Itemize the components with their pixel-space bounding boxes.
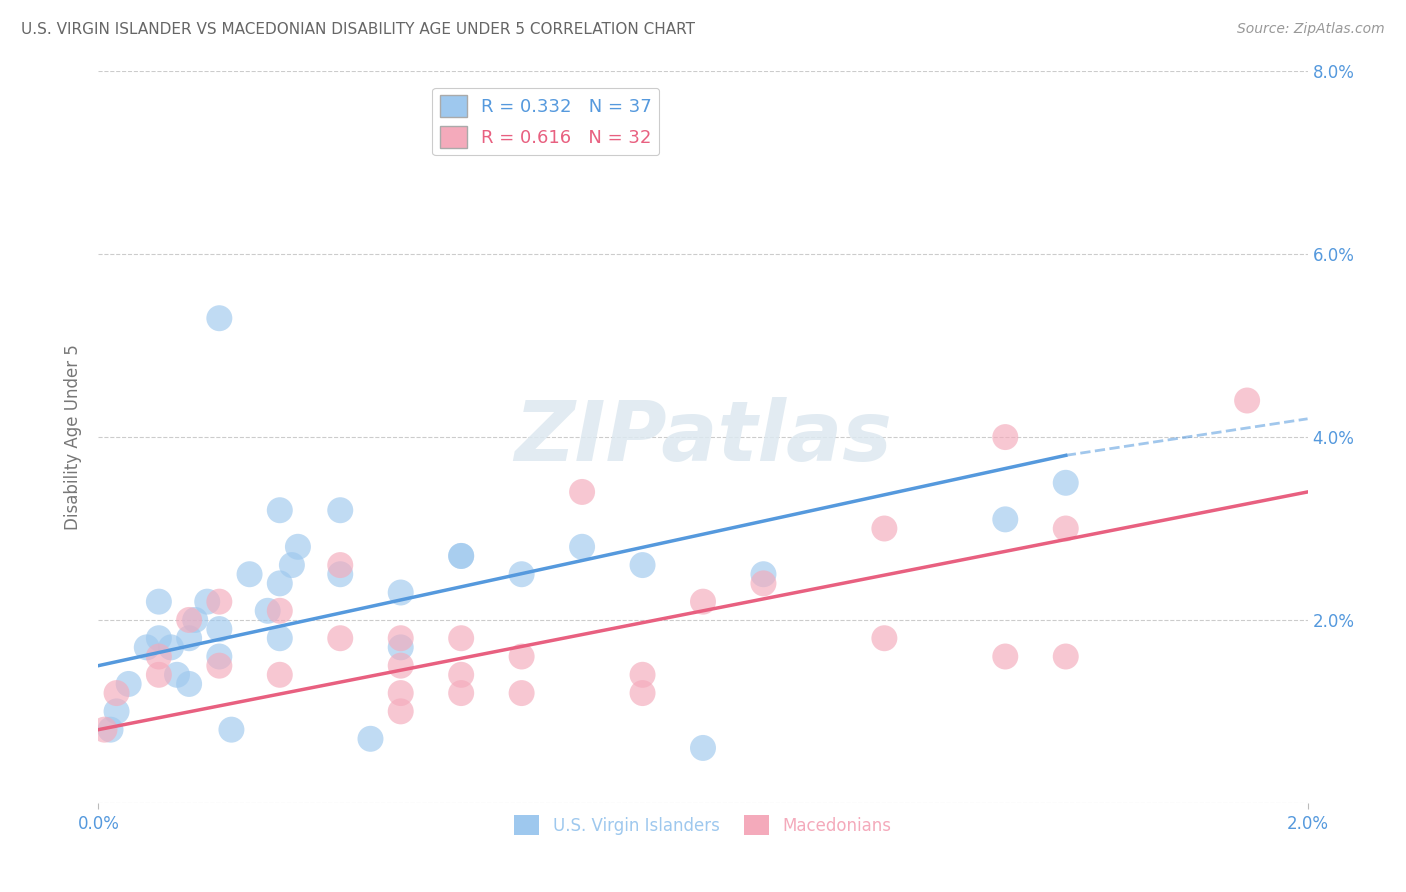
Point: [329, 567, 352, 582]
Point: [269, 576, 291, 591]
Point: [269, 632, 291, 646]
Point: [450, 667, 472, 681]
Point: [281, 558, 304, 573]
Point: [160, 640, 183, 655]
Point: [571, 485, 593, 500]
Y-axis label: Disability Age Under 5: Disability Age Under 5: [65, 344, 83, 530]
Point: [389, 705, 412, 719]
Point: [208, 649, 231, 664]
Point: [148, 667, 170, 681]
Point: [631, 558, 654, 573]
Point: [148, 649, 170, 664]
Point: [1054, 475, 1077, 490]
Point: [221, 723, 243, 737]
Point: [389, 658, 412, 673]
Text: Source: ZipAtlas.com: Source: ZipAtlas.com: [1237, 22, 1385, 37]
Point: [571, 540, 593, 554]
Point: [450, 549, 472, 563]
Point: [389, 585, 412, 599]
Point: [208, 622, 231, 636]
Point: [510, 649, 533, 664]
Point: [93, 723, 115, 737]
Point: [1054, 521, 1077, 535]
Point: [389, 686, 412, 700]
Point: [450, 549, 472, 563]
Point: [118, 677, 141, 691]
Point: [1054, 649, 1077, 664]
Point: [269, 667, 291, 681]
Point: [329, 632, 352, 646]
Point: [195, 595, 218, 609]
Point: [208, 595, 231, 609]
Point: [994, 512, 1017, 526]
Point: [873, 632, 896, 646]
Point: [510, 567, 533, 582]
Point: [179, 677, 201, 691]
Text: U.S. VIRGIN ISLANDER VS MACEDONIAN DISABILITY AGE UNDER 5 CORRELATION CHART: U.S. VIRGIN ISLANDER VS MACEDONIAN DISAB…: [21, 22, 695, 37]
Point: [994, 430, 1017, 444]
Point: [692, 740, 714, 755]
Point: [148, 632, 170, 646]
Point: [510, 686, 533, 700]
Legend: U.S. Virgin Islanders, Macedonians: U.S. Virgin Islanders, Macedonians: [508, 808, 898, 842]
Point: [269, 604, 291, 618]
Point: [148, 595, 170, 609]
Point: [360, 731, 382, 746]
Point: [389, 632, 412, 646]
Point: [631, 686, 654, 700]
Point: [135, 640, 157, 655]
Point: [208, 311, 231, 326]
Point: [269, 503, 291, 517]
Point: [1236, 393, 1258, 408]
Point: [105, 705, 128, 719]
Text: ZIPatlas: ZIPatlas: [515, 397, 891, 477]
Point: [105, 686, 128, 700]
Point: [208, 658, 231, 673]
Point: [287, 540, 309, 554]
Point: [329, 503, 352, 517]
Point: [994, 649, 1017, 664]
Point: [873, 521, 896, 535]
Point: [239, 567, 262, 582]
Point: [179, 632, 201, 646]
Point: [450, 632, 472, 646]
Point: [631, 667, 654, 681]
Point: [100, 723, 122, 737]
Point: [166, 667, 188, 681]
Point: [179, 613, 201, 627]
Point: [450, 686, 472, 700]
Point: [752, 567, 775, 582]
Point: [389, 640, 412, 655]
Point: [752, 576, 775, 591]
Point: [692, 595, 714, 609]
Point: [184, 613, 207, 627]
Point: [256, 604, 278, 618]
Point: [329, 558, 352, 573]
